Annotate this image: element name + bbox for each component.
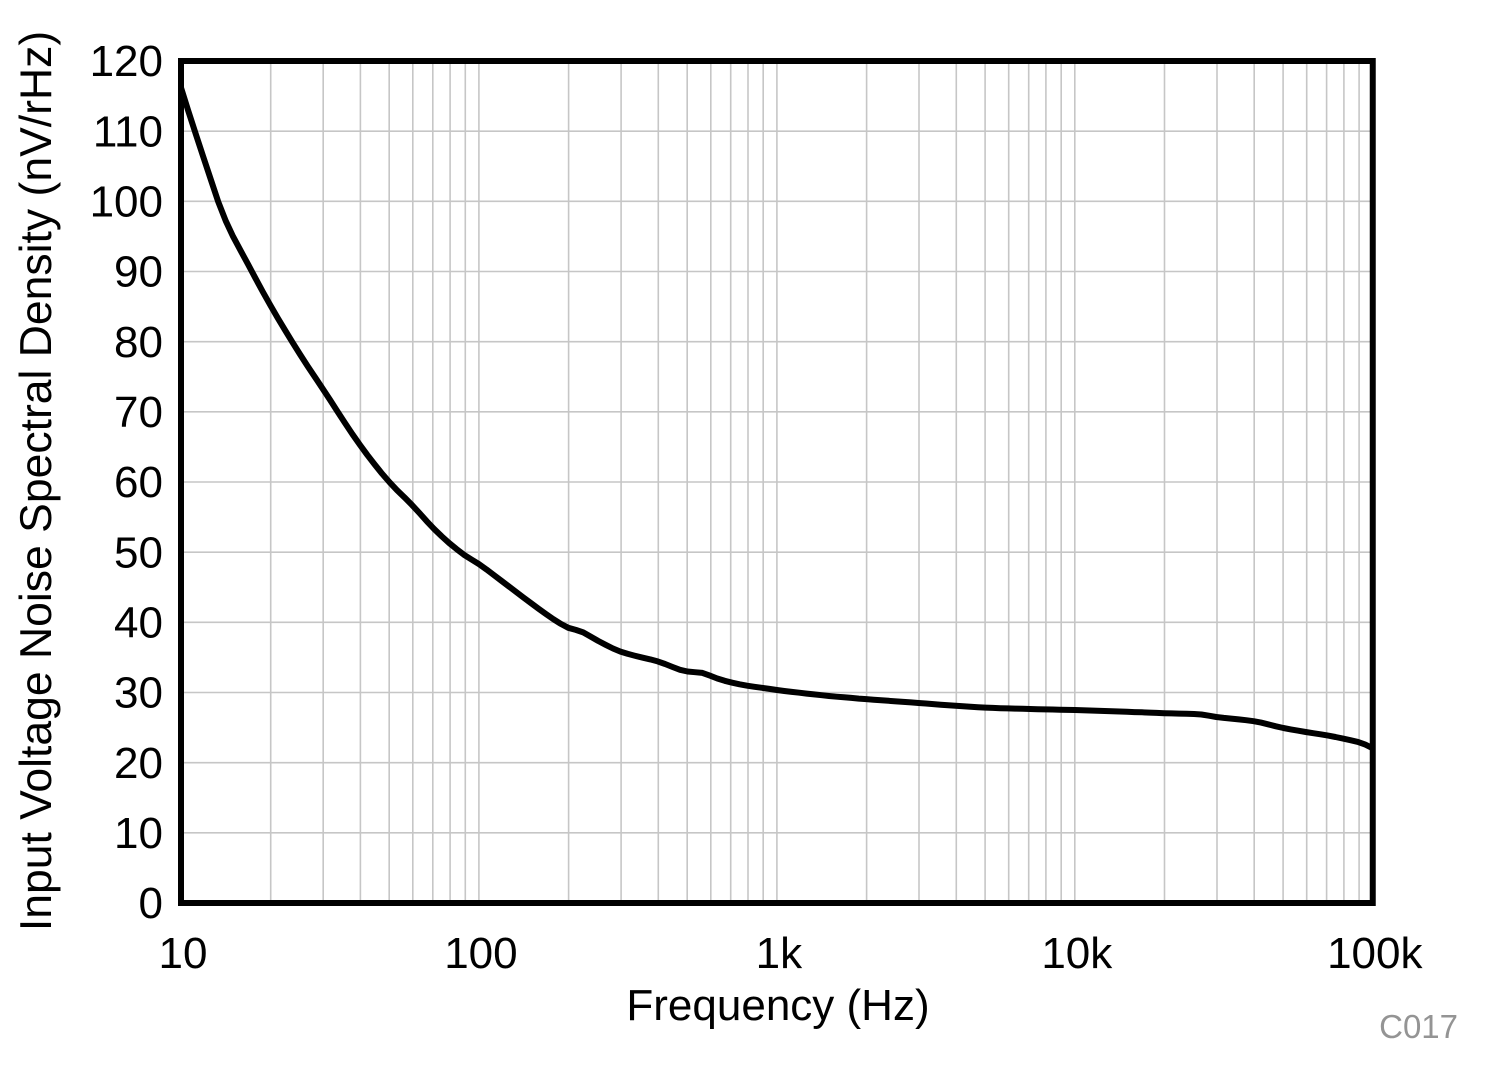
svg-text:80: 80 [114, 318, 163, 367]
svg-text:100: 100 [444, 929, 517, 978]
svg-text:C017: C017 [1379, 1008, 1458, 1045]
svg-text:110: 110 [93, 107, 163, 156]
svg-text:Frequency (Hz): Frequency (Hz) [626, 981, 929, 1030]
svg-text:10k: 10k [1041, 929, 1113, 978]
svg-text:90: 90 [114, 248, 163, 297]
svg-text:100k: 100k [1327, 929, 1423, 978]
svg-text:70: 70 [114, 388, 163, 437]
svg-text:40: 40 [114, 598, 163, 647]
svg-text:20: 20 [114, 739, 163, 788]
svg-text:10: 10 [114, 809, 163, 858]
svg-text:120: 120 [90, 37, 163, 86]
svg-text:30: 30 [114, 669, 163, 718]
svg-text:Input Voltage Noise Spectral D: Input Voltage Noise Spectral Density (nV… [12, 31, 61, 931]
svg-text:0: 0 [139, 879, 163, 928]
svg-text:100: 100 [90, 177, 163, 226]
svg-text:50: 50 [114, 528, 163, 577]
svg-text:10: 10 [159, 929, 208, 978]
svg-text:60: 60 [114, 458, 163, 507]
svg-text:1k: 1k [756, 929, 803, 978]
